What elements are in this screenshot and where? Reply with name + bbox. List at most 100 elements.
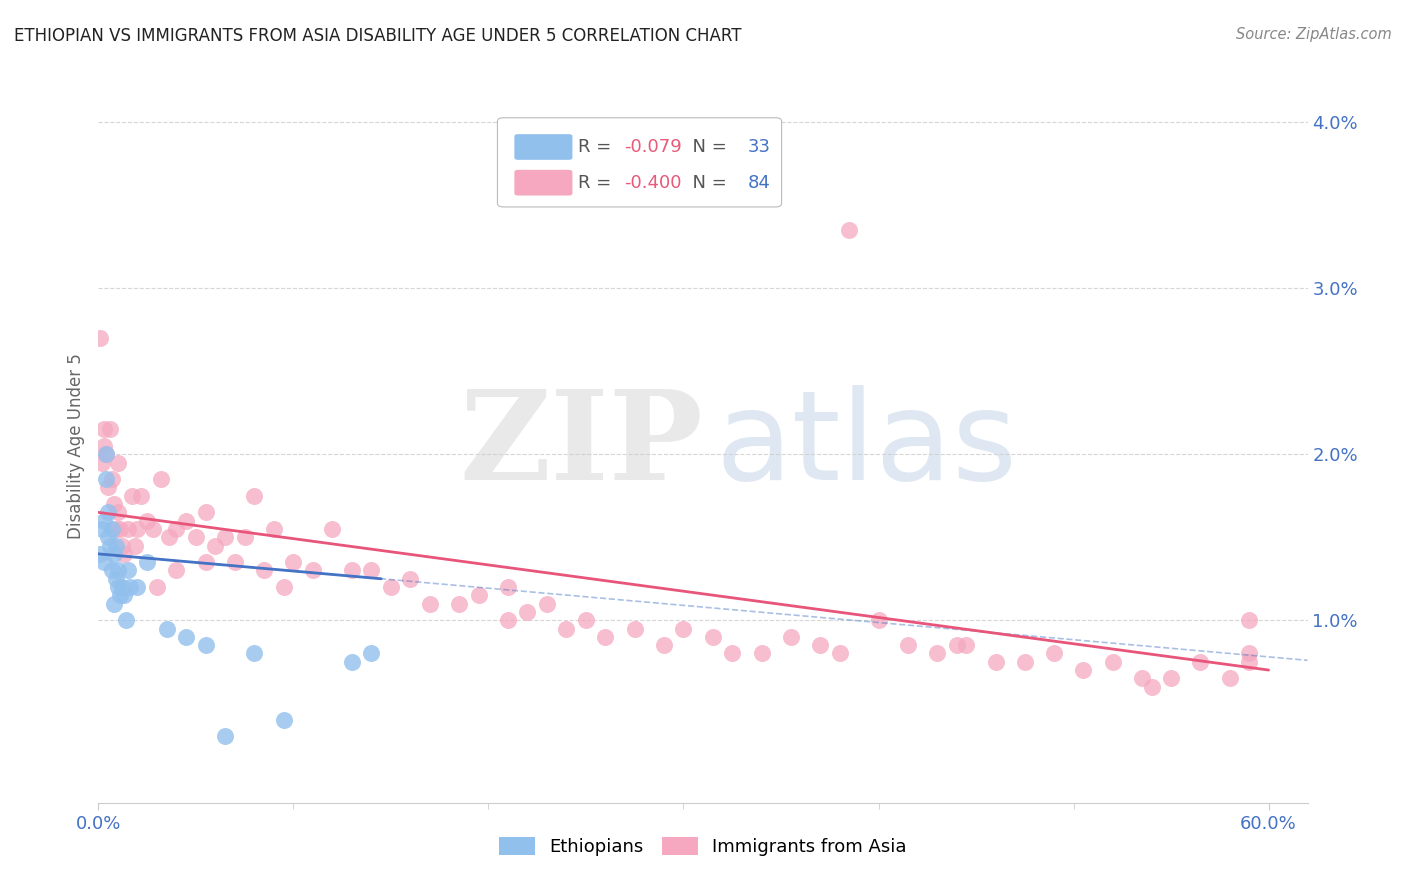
Point xyxy=(117,522,139,536)
Point xyxy=(124,539,146,553)
Point xyxy=(233,530,256,544)
Point xyxy=(449,597,471,611)
Point xyxy=(555,622,578,636)
Point xyxy=(184,530,207,544)
Point xyxy=(828,647,851,661)
Point xyxy=(96,447,118,461)
Text: ETHIOPIAN VS IMMIGRANTS FROM ASIA DISABILITY AGE UNDER 5 CORRELATION CHART: ETHIOPIAN VS IMMIGRANTS FROM ASIA DISABI… xyxy=(14,27,741,45)
Point xyxy=(96,472,118,486)
Point xyxy=(868,613,890,627)
Point xyxy=(114,613,136,627)
Point xyxy=(107,580,129,594)
Point xyxy=(108,522,131,536)
Point xyxy=(360,564,382,578)
Point xyxy=(165,522,187,536)
Text: ZIP: ZIP xyxy=(460,385,703,507)
Point xyxy=(838,223,860,237)
Point xyxy=(1237,613,1260,627)
Point xyxy=(808,638,831,652)
Point xyxy=(955,638,977,652)
Point xyxy=(925,647,948,661)
Point xyxy=(112,588,135,602)
Point xyxy=(283,555,305,569)
Point xyxy=(131,489,153,503)
Point xyxy=(321,522,343,536)
Text: Source: ZipAtlas.com: Source: ZipAtlas.com xyxy=(1236,27,1392,42)
Point xyxy=(104,522,127,536)
Point xyxy=(243,647,266,661)
Point xyxy=(165,564,187,578)
Y-axis label: Disability Age Under 5: Disability Age Under 5 xyxy=(66,353,84,539)
Point xyxy=(111,580,134,594)
Point xyxy=(263,522,285,536)
Point xyxy=(136,514,159,528)
Point xyxy=(224,555,246,569)
Point xyxy=(1140,680,1163,694)
Point xyxy=(214,530,236,544)
Point xyxy=(111,539,134,553)
Point xyxy=(496,580,519,594)
Point xyxy=(360,647,382,661)
Point xyxy=(103,497,125,511)
Point xyxy=(174,630,197,644)
Point xyxy=(194,505,217,519)
Point xyxy=(1043,647,1066,661)
Point xyxy=(595,630,617,644)
Point xyxy=(103,597,125,611)
Point xyxy=(104,539,127,553)
Point xyxy=(1014,655,1036,669)
Point xyxy=(96,447,118,461)
Point xyxy=(496,613,519,627)
Point xyxy=(575,613,598,627)
Point xyxy=(984,655,1007,669)
Legend: Ethiopians, Immigrants from Asia: Ethiopians, Immigrants from Asia xyxy=(492,830,914,863)
Point xyxy=(101,564,124,578)
Point xyxy=(702,630,724,644)
Point xyxy=(945,638,967,652)
Point xyxy=(108,588,131,602)
Point xyxy=(897,638,920,652)
FancyBboxPatch shape xyxy=(515,134,572,160)
Point xyxy=(118,580,141,594)
Text: -0.079: -0.079 xyxy=(624,138,682,156)
Text: R =: R = xyxy=(578,174,617,192)
Point xyxy=(93,514,115,528)
Point xyxy=(91,522,114,536)
Point xyxy=(1160,671,1182,685)
Point xyxy=(93,439,115,453)
Point xyxy=(103,547,125,561)
Point xyxy=(721,647,744,661)
Point xyxy=(157,530,180,544)
Point xyxy=(93,555,115,569)
Point xyxy=(112,547,135,561)
Point xyxy=(1130,671,1153,685)
Point xyxy=(89,331,111,345)
Point xyxy=(779,630,801,644)
Text: N =: N = xyxy=(682,174,733,192)
Point xyxy=(107,564,129,578)
Point xyxy=(672,622,695,636)
Point xyxy=(107,456,129,470)
Point xyxy=(1219,671,1241,685)
Text: N =: N = xyxy=(682,138,733,156)
Point xyxy=(194,638,217,652)
Point xyxy=(97,530,120,544)
Point xyxy=(273,713,295,727)
Point xyxy=(623,622,645,636)
Point xyxy=(1101,655,1123,669)
Point xyxy=(142,522,165,536)
Point xyxy=(98,539,121,553)
Point xyxy=(1189,655,1212,669)
Text: -0.400: -0.400 xyxy=(624,174,682,192)
Point xyxy=(174,514,197,528)
Point xyxy=(340,564,363,578)
Point xyxy=(1237,655,1260,669)
Point xyxy=(89,547,111,561)
Point xyxy=(93,422,115,436)
Point xyxy=(194,555,217,569)
Point xyxy=(136,555,159,569)
Point xyxy=(156,622,179,636)
Point xyxy=(127,522,149,536)
Point xyxy=(243,489,266,503)
Text: R =: R = xyxy=(578,138,617,156)
